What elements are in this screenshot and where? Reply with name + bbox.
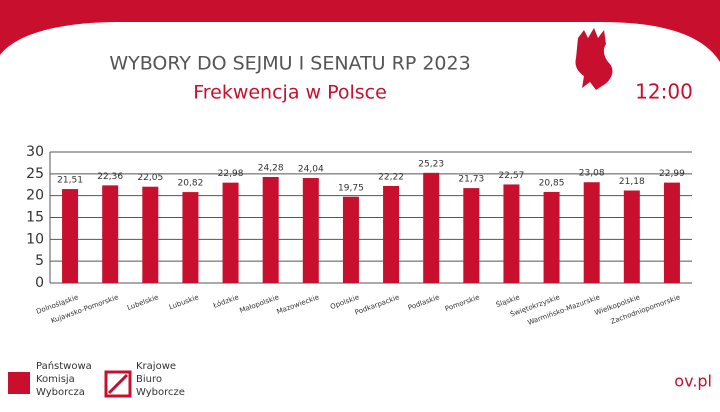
y-tick-label: 20 [26,188,44,204]
kbw-text: Krajowe [136,361,176,372]
value-label: 21,18 [619,177,645,187]
y-tick-label: 30 [26,144,44,160]
bar [262,176,279,283]
x-tick-label: Zachodniopomorskie [610,293,682,326]
value-label: 20,82 [178,179,204,189]
pkw-text: Komisja [36,374,75,385]
x-tick-label: Małopolskie [239,293,280,315]
y-tick-label: 15 [26,210,44,226]
value-label: 23,08 [579,169,605,179]
bar [102,185,119,283]
x-tick-label: Śląskie [495,292,521,309]
y-tick-label: 25 [26,166,44,182]
bar [302,178,319,283]
value-label: 25,23 [418,159,444,169]
bar [623,190,640,283]
bar [62,189,79,283]
value-label: 20,85 [539,178,565,188]
pkw-logo: Państwowa Komisja Wyborcza [8,360,92,398]
bar [182,192,199,283]
bar [342,196,359,283]
pkw-text: Państwowa [36,360,92,372]
x-tick-label: Łódzkie [211,293,240,310]
kbw-text: Wyborcze [136,387,185,398]
bar [383,185,400,283]
bar [222,182,239,283]
value-label: 21,73 [458,175,484,185]
bar [583,182,600,283]
value-label: 22,22 [378,172,404,182]
value-label: 19,75 [338,183,364,193]
x-tick-label: Warmińsko-Mazurskie [527,293,602,327]
x-tick-label: Pomorskie [444,293,481,313]
value-label: 24,04 [298,165,324,175]
value-label: 21,51 [57,176,83,186]
chart-title: WYBORY DO SEJMU I SENATU RP 2023 [109,53,470,75]
pkw-text: Wyborcza [36,387,85,398]
value-label: 22,99 [659,169,685,179]
x-tick-label: Kujawsko-Pomorskie [50,293,120,325]
value-label: 22,98 [218,169,244,179]
kbw-logo: Krajowe Biuro Wyborcze [104,361,185,398]
pkw-icon [8,372,30,394]
footer-url: ov.pl [674,372,712,391]
bar [423,172,440,283]
kbw-icon [104,370,132,398]
y-tick-label: 5 [35,253,44,269]
x-tick-label: Podlaskie [407,293,441,312]
x-tick-label: Lubelskie [126,293,160,312]
x-tick-label: Mazowieckie [276,293,320,316]
clock-time: 12:00 [635,80,693,104]
value-label: 22,36 [97,172,123,182]
bar [463,188,480,283]
chart-subtitle: Frekwencja w Polsce [193,82,387,104]
y-tick-label: 10 [26,231,44,247]
x-tick-label: Lubuskie [168,293,200,311]
x-tick-label: Podkarpackie [354,293,401,316]
kbw-text: Biuro [136,374,162,385]
bar [142,186,159,283]
bar [543,191,560,283]
eagle-emblem [575,28,613,90]
header-banner [0,0,720,62]
value-label: 22,57 [499,171,525,181]
value-label: 22,05 [137,173,163,183]
value-label: 24,28 [258,163,284,173]
bar [663,182,680,283]
bar [503,184,520,283]
y-tick-label: 0 [35,275,44,291]
